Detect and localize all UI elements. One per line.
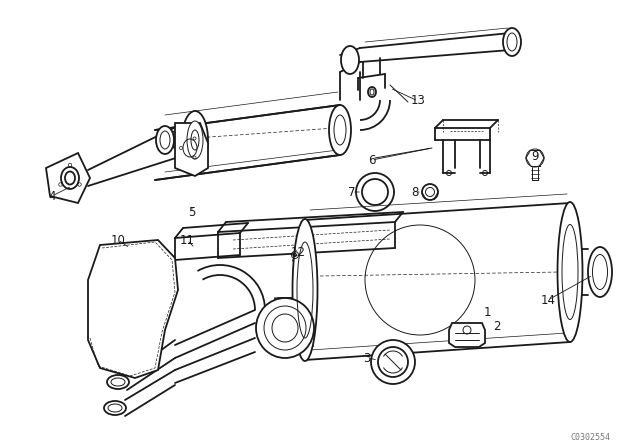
Ellipse shape xyxy=(107,375,129,389)
Text: C0302554: C0302554 xyxy=(570,432,610,441)
Ellipse shape xyxy=(256,298,314,358)
Text: 12: 12 xyxy=(291,246,305,259)
Text: 8: 8 xyxy=(412,185,419,198)
Ellipse shape xyxy=(557,202,582,342)
Text: 9: 9 xyxy=(531,151,539,164)
Ellipse shape xyxy=(329,105,351,155)
Polygon shape xyxy=(175,123,208,176)
Text: 6: 6 xyxy=(368,154,376,167)
Ellipse shape xyxy=(588,247,612,297)
Ellipse shape xyxy=(292,219,317,361)
Text: 2: 2 xyxy=(493,319,500,332)
Text: 3: 3 xyxy=(364,352,371,365)
Ellipse shape xyxy=(156,126,174,154)
Text: 13: 13 xyxy=(411,95,426,108)
Ellipse shape xyxy=(61,167,79,189)
Ellipse shape xyxy=(503,28,521,56)
Text: 14: 14 xyxy=(541,293,556,306)
Text: 1: 1 xyxy=(483,306,491,319)
Text: 4: 4 xyxy=(48,190,56,202)
Ellipse shape xyxy=(187,121,203,159)
Text: 7: 7 xyxy=(348,185,356,198)
Text: 11: 11 xyxy=(179,233,195,246)
Polygon shape xyxy=(46,153,90,203)
Ellipse shape xyxy=(371,340,415,384)
Ellipse shape xyxy=(182,111,208,169)
Polygon shape xyxy=(449,323,485,347)
Text: 5: 5 xyxy=(188,206,196,219)
Text: 10: 10 xyxy=(111,233,125,246)
Polygon shape xyxy=(88,240,178,378)
Ellipse shape xyxy=(341,46,359,74)
Ellipse shape xyxy=(104,401,126,415)
